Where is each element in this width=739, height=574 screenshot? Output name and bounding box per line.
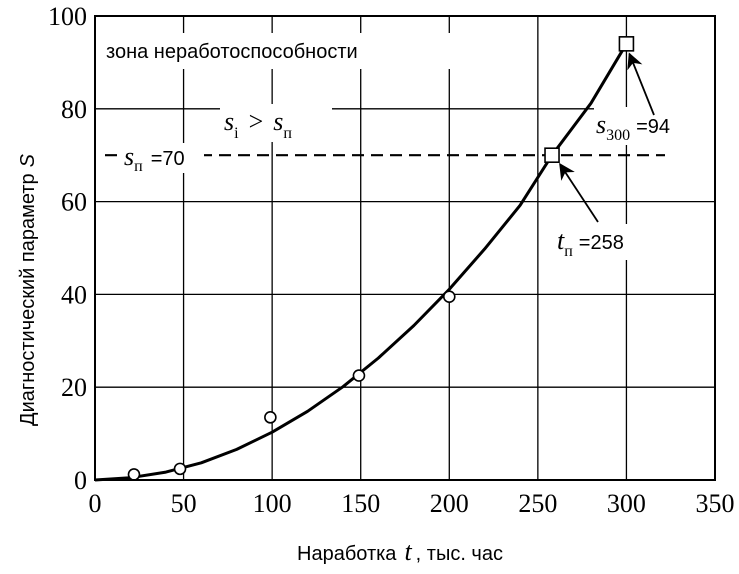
observed-point-marker [127,468,141,481]
y-tick-label: 40 [61,280,87,309]
y-tick-label: 0 [74,466,87,495]
x-tick-label: 150 [341,489,380,518]
tp-label: tп =258 [557,226,624,260]
key-point-marker [544,147,560,163]
x-tick-label: 350 [696,489,735,518]
threshold-label-background [120,143,204,173]
observed-point-marker [442,290,456,304]
zone-label-background [100,33,450,69]
y-axis-title: Диагностический параметрS [17,153,39,426]
tick-labels: 0 50 100 150 200 250 300 350 0 20 40 60 80 100 [48,2,735,518]
tp-arrow [559,162,599,223]
y-tick-label: 60 [61,188,87,217]
x-tick-label: 0 [89,489,102,518]
condition-label-background [220,104,332,142]
observed-point-marker [264,411,277,424]
s300-arrow [627,52,655,116]
tp-label-background [553,224,653,260]
data-markers [127,36,635,481]
x-tick-label: 200 [430,489,469,518]
plot-frame [94,15,716,481]
observed-point-marker [352,369,366,382]
y-tick-label: 80 [61,95,87,124]
y-tick-label: 100 [48,2,87,31]
s300-label: s300 =94 [596,110,670,144]
key-point-marker [618,36,635,52]
observed-point-marker [173,462,187,476]
x-tick-label: 250 [518,489,557,518]
threshold-label: sп =70 [124,142,185,175]
zone-label: зона неработоспособности [106,41,358,63]
annotation-arrows [559,52,655,223]
x-tick-label: 100 [253,489,292,518]
x-tick-label: 50 [171,489,197,518]
x-axis-title: Наработка t, тыс. час [297,537,503,566]
condition-label: si > sп [224,107,292,142]
y-tick-label: 20 [61,373,87,402]
x-tick-label: 300 [607,489,646,518]
